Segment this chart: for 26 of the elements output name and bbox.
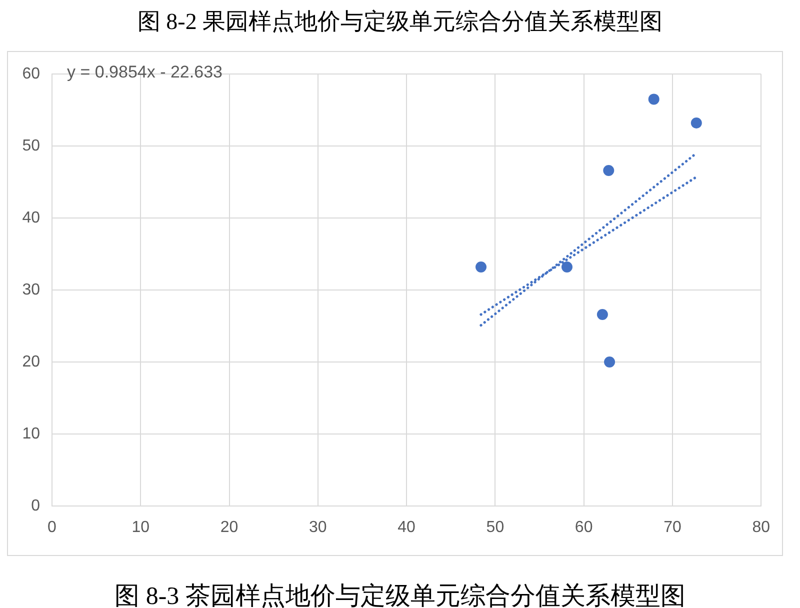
caption: 图 8-3 茶园样点地价与定级单元综合分值关系模型图 <box>114 582 686 608</box>
point <box>596 308 608 320</box>
point <box>690 117 702 128</box>
y-tick-label: 30 <box>22 281 40 298</box>
point <box>561 261 572 272</box>
y-tick-label: 10 <box>22 425 40 442</box>
x-tick-label: 50 <box>486 519 504 536</box>
y-tick-label: 20 <box>22 353 40 370</box>
y-tick-label: 50 <box>22 137 40 154</box>
annotation: y = 0.9854x - 22.633 <box>67 62 222 82</box>
y-tick-label: 60 <box>22 65 40 82</box>
point <box>648 94 660 105</box>
y-tick-label: 40 <box>22 209 40 226</box>
x-tick-label: 10 <box>132 519 150 536</box>
x-tick-label: 40 <box>398 519 416 536</box>
x-tick-label: 80 <box>752 519 770 536</box>
y-tick-label: 0 <box>31 497 40 514</box>
x-tick-label: 20 <box>220 519 238 536</box>
point <box>603 164 614 176</box>
x-tick-label: 60 <box>574 519 593 536</box>
chart-title: 图 8-2 果园样点地价与定级单元综合分值关系模型图 <box>136 8 664 36</box>
x-tick-label: 70 <box>664 519 682 536</box>
point <box>476 261 487 272</box>
x-tick-label: 0 <box>48 519 57 536</box>
point <box>604 356 616 368</box>
x-tick-label: 30 <box>309 519 327 536</box>
